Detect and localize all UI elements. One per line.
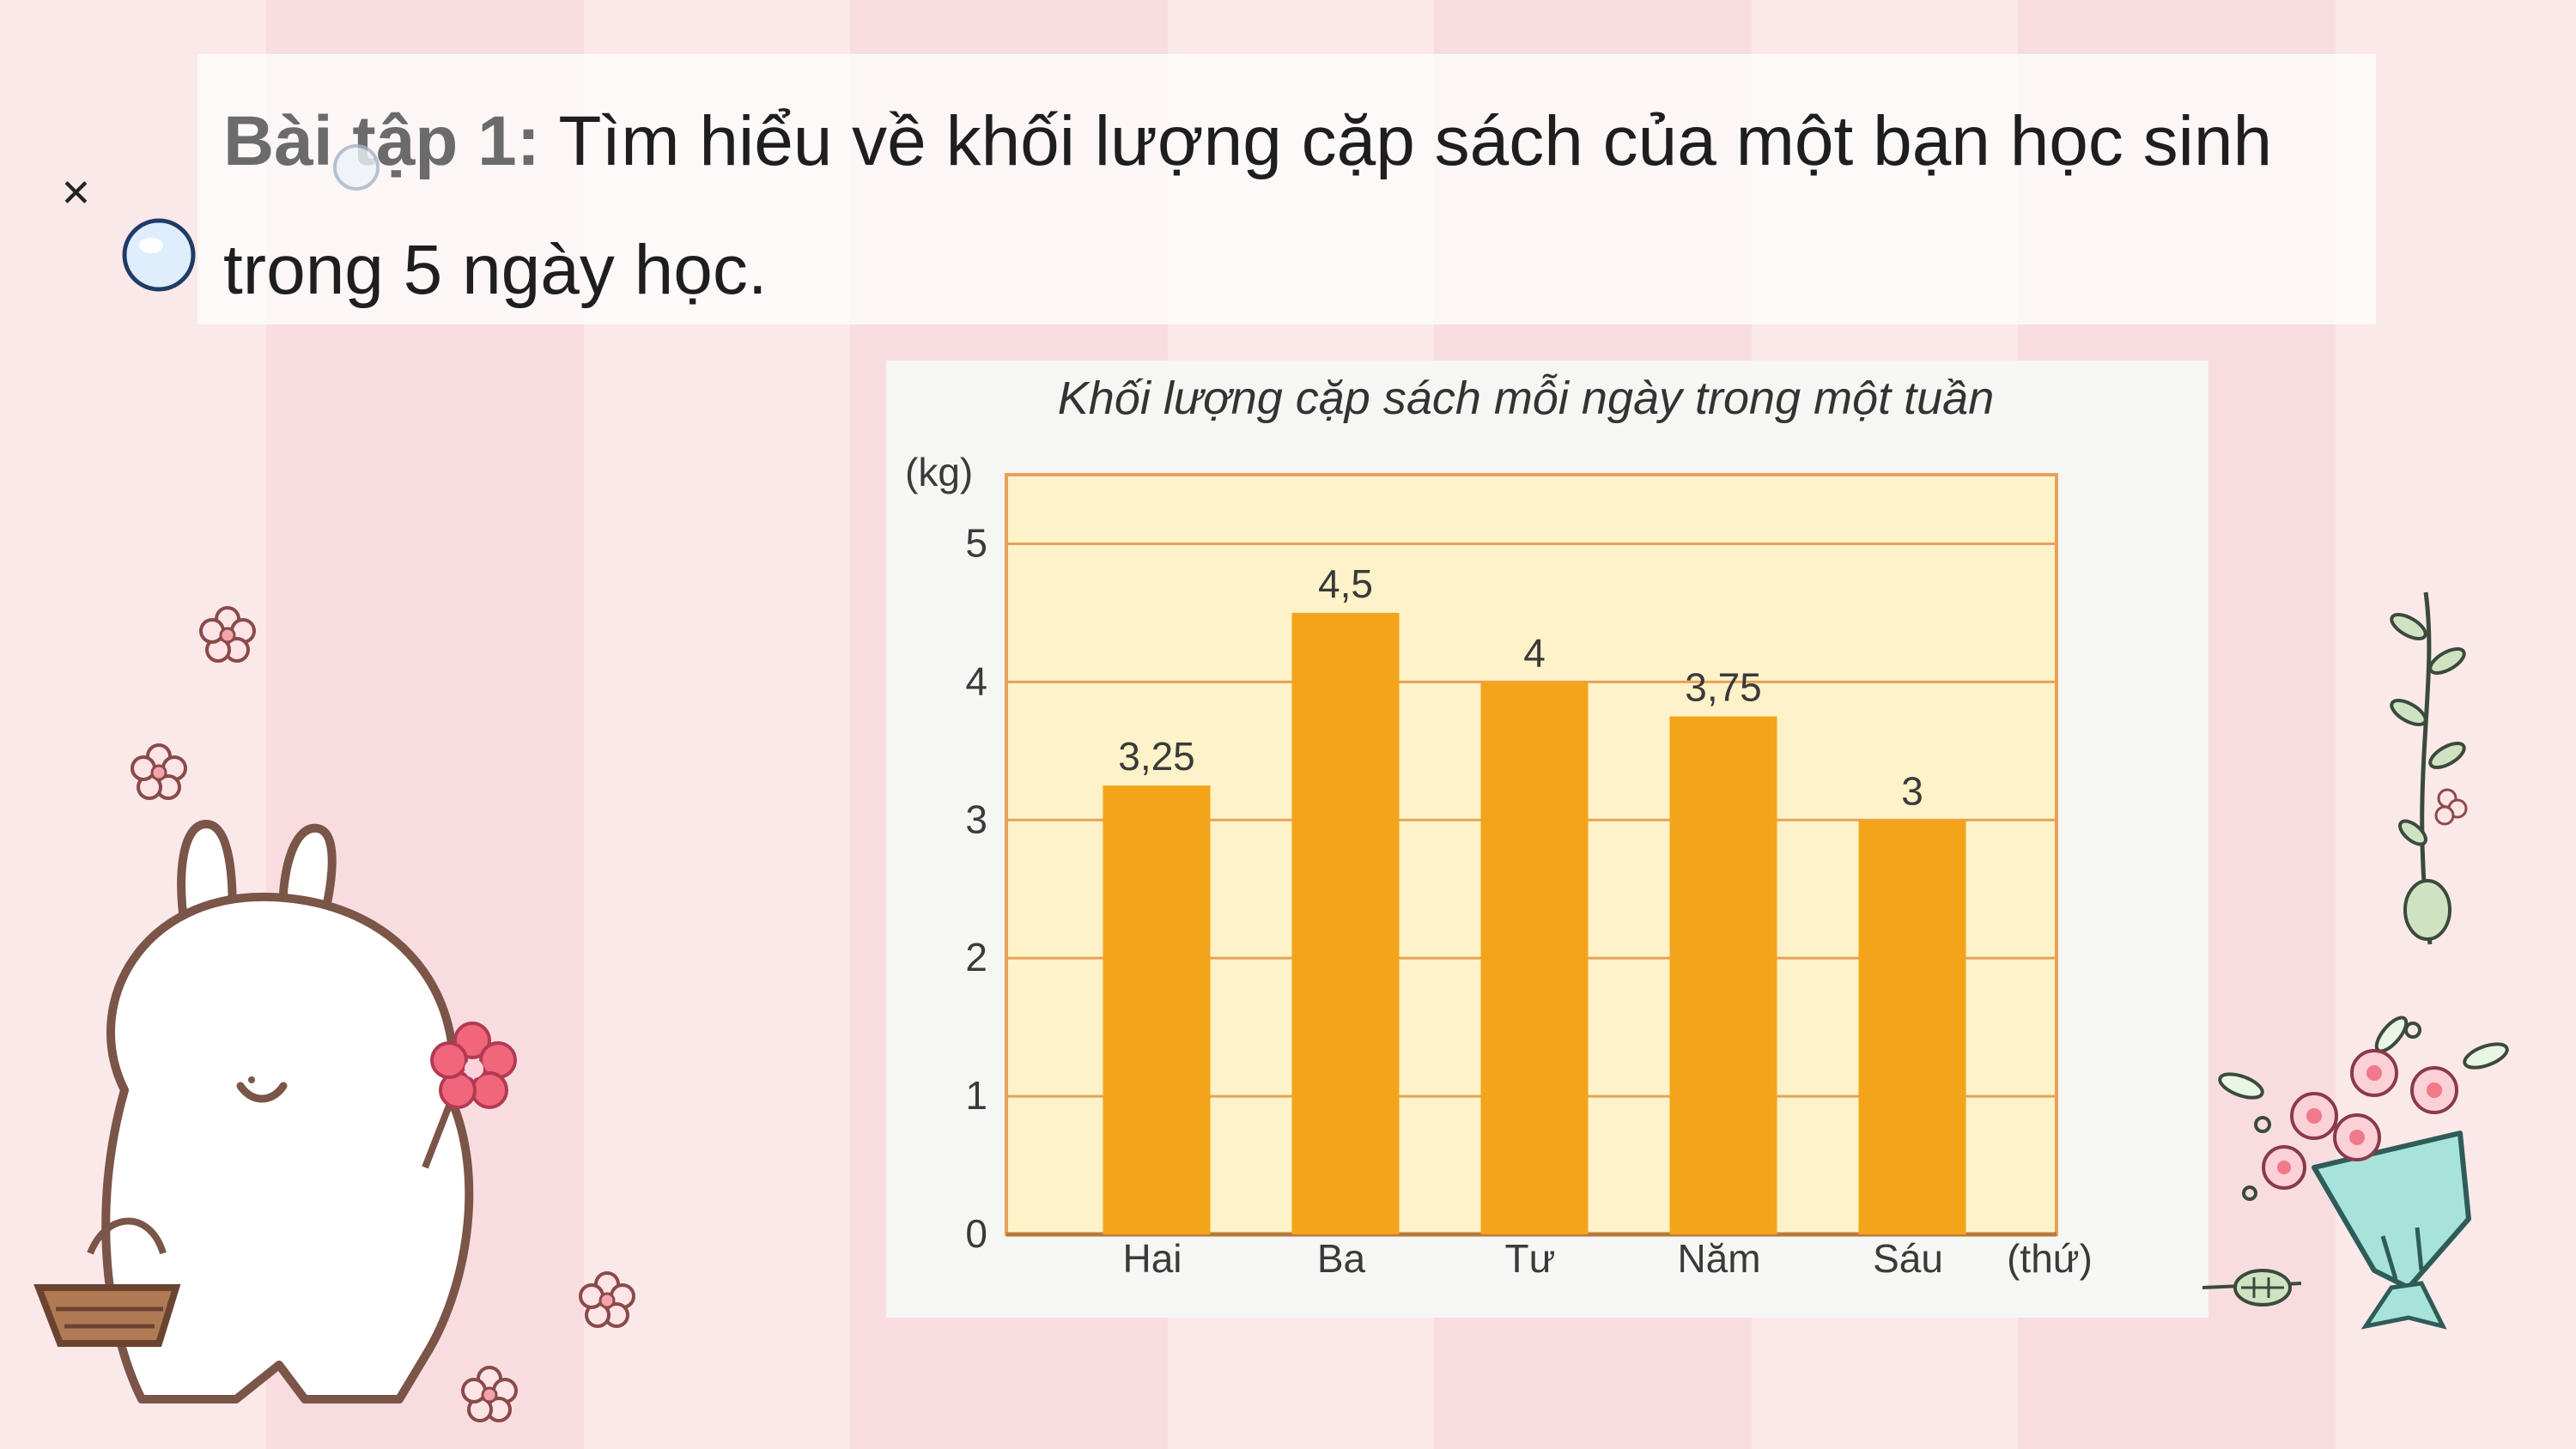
bunny-illustration <box>33 820 517 1404</box>
y-tick-label: 0 <box>965 1211 987 1256</box>
exercise-text-2: trong 5 ngày học. <box>223 231 768 309</box>
data-label: 4,5 <box>1318 561 1373 606</box>
x-axis-label: (thứ) <box>2007 1236 2093 1281</box>
y-tick-label: 1 <box>965 1073 987 1118</box>
leaf-branch-icon <box>2390 591 2468 945</box>
bar-chart: Khối lượng cặp sách mỗi ngày trong một t… <box>886 361 2208 1318</box>
exercise-panel: Bài tập 1: Tìm hiểu về khối lượng cặp sá… <box>197 54 2376 324</box>
flower-bouquet-icon <box>2218 1016 2509 1330</box>
flower-icon <box>199 606 256 663</box>
exercise-text-1: Tìm hiểu về khối lượng cặp sách của một … <box>558 102 2273 180</box>
bar <box>1480 682 1589 1234</box>
bar <box>1858 820 1966 1234</box>
flower-icon <box>579 1271 635 1328</box>
bubble-icon <box>333 144 380 191</box>
chart-title: Khối lượng cặp sách mỗi ngày trong một t… <box>1058 373 1994 424</box>
bubble-icon <box>122 218 196 292</box>
close-icon[interactable]: ✕ <box>60 173 92 215</box>
flower-icon <box>461 1366 518 1422</box>
leaf-branch-icon <box>2202 1269 2302 1307</box>
x-tick-label: Ba <box>1317 1236 1366 1281</box>
x-tick-label: Hai <box>1122 1236 1182 1281</box>
y-axis-label: (kg) <box>905 450 973 494</box>
bar <box>1669 716 1777 1234</box>
y-tick-label: 5 <box>965 520 987 565</box>
exercise-line-1: Bài tập 1: Tìm hiểu về khối lượng cặp sá… <box>223 101 2272 182</box>
x-tick-label: Sáu <box>1873 1236 1943 1281</box>
flower-icon <box>131 743 187 800</box>
data-label: 3,25 <box>1118 734 1195 779</box>
chart-layer: 0 1 2 3 4 5 3,25 Hai 4,5 Ba 4 Tư 3,75 Năm 3 Sáu <box>965 473 2058 1281</box>
chart-canvas: Khối lượng cặp sách mỗi ngày trong một t… <box>905 373 2093 1281</box>
bar <box>1103 785 1211 1234</box>
data-label: 4 <box>1523 630 1546 675</box>
bar <box>1291 612 1400 1234</box>
data-label: 3,75 <box>1685 665 1762 710</box>
y-tick-label: 4 <box>965 658 987 703</box>
exercise-label: Bài tập 1: <box>223 102 541 180</box>
x-tick-label: Năm <box>1677 1236 1760 1281</box>
y-tick-label: 3 <box>965 797 987 841</box>
x-tick-label: Tư <box>1505 1236 1556 1281</box>
data-label: 3 <box>1901 768 1923 813</box>
y-tick-label: 2 <box>965 935 987 979</box>
